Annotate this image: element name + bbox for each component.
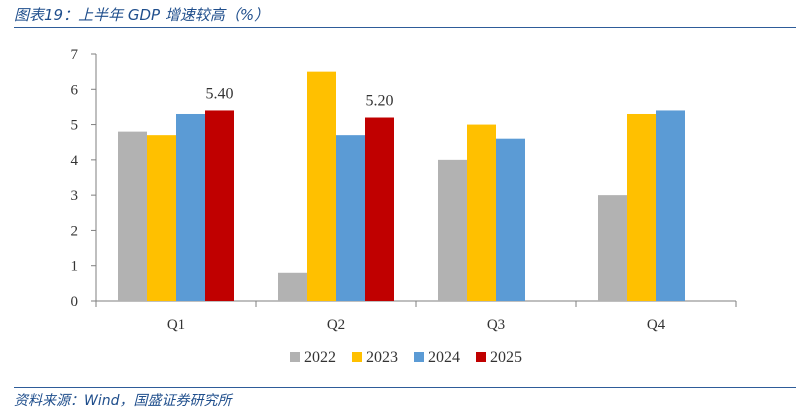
y-tick-label: 2 xyxy=(71,223,79,239)
x-tick-label: Q4 xyxy=(647,317,666,333)
bar-2025-Q1 xyxy=(205,110,234,301)
data-label: 5.40 xyxy=(206,85,234,102)
bar-2022-Q3 xyxy=(438,159,467,301)
legend-label-2024: 2024 xyxy=(428,349,460,366)
bar-2023-Q3 xyxy=(467,124,496,301)
legend-swatch-2022 xyxy=(290,352,300,362)
legend-label-2022: 2022 xyxy=(304,349,336,366)
x-tick-label: Q1 xyxy=(167,317,185,333)
bar-2023-Q4 xyxy=(627,113,656,301)
legend-swatch-2024 xyxy=(414,352,424,362)
data-label: 5.20 xyxy=(366,93,394,110)
y-tick-label: 4 xyxy=(71,153,79,169)
bar-2022-Q1 xyxy=(118,131,147,301)
bar-2024-Q4 xyxy=(656,110,685,301)
y-tick-label: 7 xyxy=(71,47,79,63)
y-tick-label: 5 xyxy=(71,118,79,134)
y-tick-label: 0 xyxy=(71,294,79,310)
legend-label-2023: 2023 xyxy=(366,349,398,366)
bar-2024-Q3 xyxy=(496,138,525,301)
x-tick-label: Q3 xyxy=(487,317,505,333)
bar-2022-Q2 xyxy=(278,272,307,301)
y-tick-label: 1 xyxy=(71,259,79,275)
legend-label-2025: 2025 xyxy=(490,349,522,366)
y-tick-label: 6 xyxy=(71,82,79,98)
legend-swatch-2025 xyxy=(476,352,486,362)
top-divider xyxy=(14,27,796,28)
legend-swatch-2023 xyxy=(352,352,362,362)
chart-title: 图表19：上半年 GDP 增速较高（%） xyxy=(14,6,270,24)
bar-2023-Q1 xyxy=(147,135,176,301)
source-note: 资料来源：Wind，国盛证券研究所 xyxy=(14,393,232,409)
bar-2025-Q2 xyxy=(365,117,394,301)
bar-2023-Q2 xyxy=(307,71,336,302)
bar-2024-Q1 xyxy=(176,113,205,301)
bottom-divider xyxy=(14,387,796,388)
bar-2022-Q4 xyxy=(598,195,627,301)
x-tick-label: Q2 xyxy=(327,317,345,333)
y-tick-label: 3 xyxy=(71,188,79,204)
bar-2024-Q2 xyxy=(336,135,365,301)
